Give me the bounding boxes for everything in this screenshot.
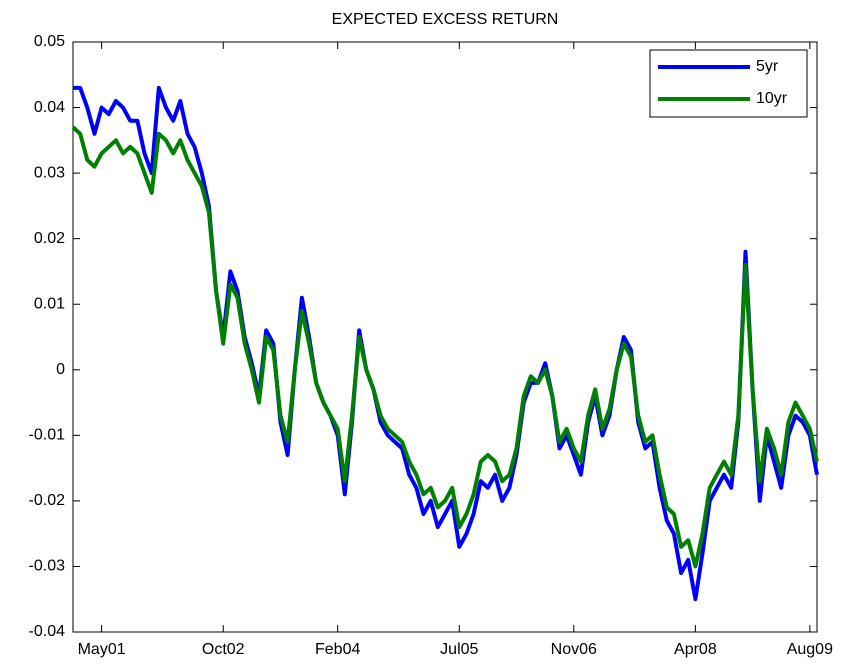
y-tick-label: 0.03 — [34, 164, 65, 181]
y-tick-label: -0.04 — [29, 623, 66, 640]
x-tick-label: Nov06 — [551, 641, 597, 658]
legend-box — [649, 49, 808, 118]
y-tick-label: 0.04 — [34, 99, 65, 116]
x-tick-label: Apr08 — [674, 641, 717, 658]
x-tick-label: Feb04 — [315, 641, 360, 658]
chart-title: EXPECTED EXCESS RETURN — [332, 11, 559, 28]
x-tick-label: Aug09 — [787, 641, 833, 658]
series-line — [71, 125, 819, 569]
plot-area — [72, 41, 818, 633]
legend-label: 5yr — [756, 58, 779, 75]
y-tick-label: 0.05 — [34, 33, 65, 50]
y-tick-label: -0.01 — [29, 427, 66, 444]
y-tick-label: 0.01 — [34, 295, 65, 312]
series-line — [73, 85, 819, 602]
y-tick-label: 0.02 — [34, 230, 65, 247]
y-tick-label: 0 — [56, 361, 65, 378]
x-tick-label: Jul05 — [440, 641, 478, 658]
x-tick-label: Oct02 — [202, 641, 245, 658]
y-tick-label: -0.03 — [29, 558, 66, 575]
y-tick-label: -0.02 — [29, 492, 66, 509]
x-tick-label: May01 — [78, 641, 126, 658]
legend-label: 10yr — [756, 90, 788, 107]
